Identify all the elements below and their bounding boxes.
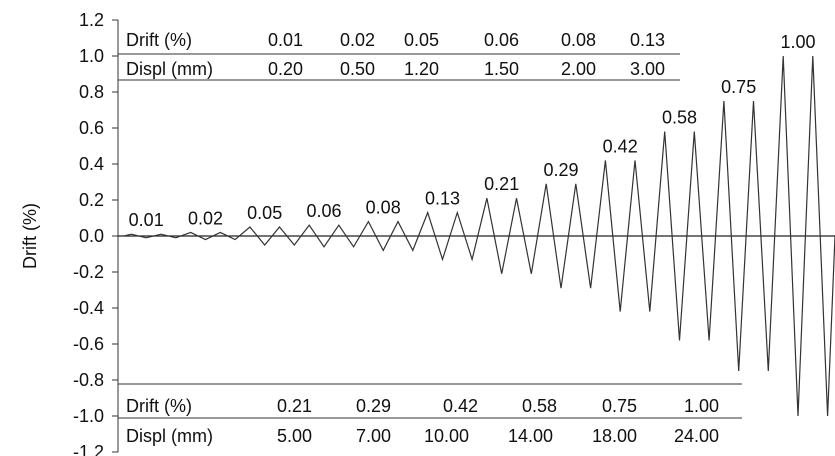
y-tick-label: -1.2 bbox=[73, 442, 104, 456]
drift-series-line bbox=[123, 55, 835, 417]
table-top-row1-label: Drift (%) bbox=[126, 30, 192, 50]
table-top-row2-value: 1.50 bbox=[484, 59, 519, 79]
table-bottom-row2-label: Displ (mm) bbox=[126, 426, 213, 446]
y-tick-label: -0.8 bbox=[73, 370, 104, 390]
table-bottom-row2-value: 5.00 bbox=[277, 426, 312, 446]
y-tick-label: 1.0 bbox=[79, 46, 104, 66]
table-bottom-row2-value: 10.00 bbox=[424, 426, 469, 446]
table-bottom-row1-value: 1.00 bbox=[684, 396, 719, 416]
y-tick-label: 0.4 bbox=[79, 154, 104, 174]
peak-labels: 0.01 0.02 0.05 0.06 0.08 0.13 0.21 0.29 0.42 0.58… bbox=[129, 32, 816, 230]
table-top-row1-value: 0.01 bbox=[268, 30, 303, 50]
table-top-row2-value: 3.00 bbox=[630, 59, 665, 79]
table-bottom: Drift (%) 0.21 0.29 0.42 0.58 0.75 1.00 … bbox=[118, 383, 742, 446]
table-bottom-row2-value: 14.00 bbox=[508, 426, 553, 446]
table-bottom-row1-value: 0.29 bbox=[356, 396, 391, 416]
table-top: Drift (%) 0.01 0.02 0.05 0.06 0.08 0.13 … bbox=[118, 30, 680, 81]
drift-signal bbox=[123, 55, 835, 417]
y-tick-label: 0.0 bbox=[79, 226, 104, 246]
table-bottom-row2-value: 24.00 bbox=[674, 426, 719, 446]
y-tick-label: 1.2 bbox=[79, 10, 104, 30]
peak-label: 0.58 bbox=[662, 108, 697, 128]
peak-label: 0.01 bbox=[129, 210, 164, 230]
y-tick-label: -0.6 bbox=[73, 334, 104, 354]
table-bottom-row1-label: Drift (%) bbox=[126, 396, 192, 416]
table-bottom-row2-value: 7.00 bbox=[356, 426, 391, 446]
peak-label: 0.75 bbox=[721, 77, 756, 97]
table-top-row1-value: 0.02 bbox=[340, 30, 375, 50]
table-top-row1-value: 0.05 bbox=[404, 30, 439, 50]
peak-label: 0.21 bbox=[484, 174, 519, 194]
table-top-row2-label: Displ (mm) bbox=[126, 59, 213, 79]
table-bottom-row1-value: 0.75 bbox=[602, 396, 637, 416]
table-top-row2-value: 0.20 bbox=[268, 59, 303, 79]
peak-label: 0.08 bbox=[366, 198, 401, 218]
y-tick-label: 0.8 bbox=[79, 82, 104, 102]
table-bottom-row1-value: 0.42 bbox=[443, 396, 478, 416]
table-top-row2-value: 2.00 bbox=[561, 59, 596, 79]
y-tick-label: -0.2 bbox=[73, 262, 104, 282]
y-axis-ticks: 1.2 1.0 0.8 0.6 0.4 0.2 0.0 -0.2 -0.4 -0.6 -0.8 -1.… bbox=[73, 10, 118, 456]
peak-label: 0.02 bbox=[188, 208, 223, 228]
peak-label: 0.05 bbox=[247, 203, 282, 223]
peak-label: 0.42 bbox=[603, 136, 638, 156]
table-bottom-row1-value: 0.58 bbox=[522, 396, 557, 416]
table-top-row2-value: 0.50 bbox=[340, 59, 375, 79]
y-tick-label: 0.2 bbox=[79, 190, 104, 210]
peak-label: 1.00 bbox=[780, 32, 815, 52]
table-top-row1-value: 0.13 bbox=[630, 30, 665, 50]
table-top-row1-value: 0.06 bbox=[484, 30, 519, 50]
y-tick-label: -1.0 bbox=[73, 406, 104, 426]
y-axis-title: Drift (%) bbox=[20, 203, 40, 269]
peak-label: 0.13 bbox=[425, 189, 460, 209]
table-top-row1-value: 0.08 bbox=[561, 30, 596, 50]
peak-label: 0.06 bbox=[306, 201, 341, 221]
table-bottom-row1-value: 0.21 bbox=[277, 396, 312, 416]
table-bottom-row2-value: 18.00 bbox=[592, 426, 637, 446]
table-top-row2-value: 1.20 bbox=[404, 59, 439, 79]
y-tick-label: 0.6 bbox=[79, 118, 104, 138]
peak-label: 0.29 bbox=[543, 160, 578, 180]
y-tick-label: -0.4 bbox=[73, 298, 104, 318]
